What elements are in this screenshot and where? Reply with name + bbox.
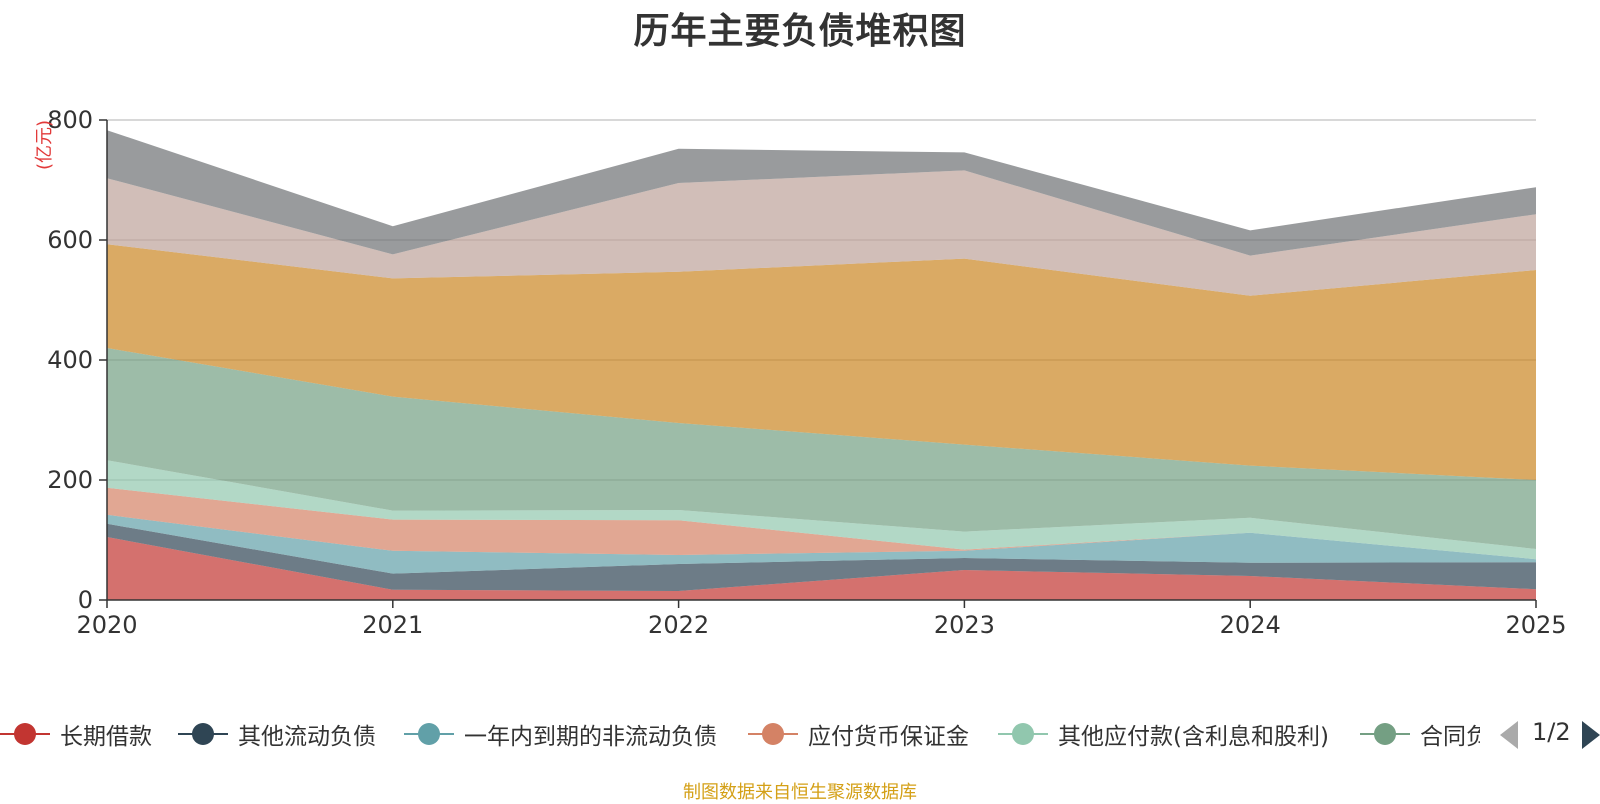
legend-marker-icon (998, 716, 1048, 752)
legend-marker-icon (404, 716, 454, 752)
area-series-7 (107, 244, 1536, 480)
area-series-9 (107, 130, 1536, 256)
legend-item[interactable]: 合同负债 (1360, 716, 1480, 752)
legend-pager: 1/2 (1500, 716, 1600, 752)
area-series-5 (107, 460, 1536, 560)
chart-title: 历年主要负债堆积图 (633, 11, 967, 52)
legend-marker-icon (178, 716, 228, 752)
legend-page-indicator: 1/2 (1532, 718, 1571, 746)
y-tick-label: 800 (47, 106, 93, 134)
legend-label: 一年内到期的非流动负债 (464, 724, 717, 750)
legend-label: 应付货币保证金 (808, 724, 969, 750)
legend-label: 合同负债 (1420, 724, 1480, 750)
legend-next-page-icon[interactable] (1582, 721, 1600, 749)
legend-prev-page-icon[interactable] (1500, 721, 1518, 749)
area-series-1 (107, 537, 1536, 600)
chart-plot: 0 200 400 600 800 2020 2021 2022 2023 2024 2025 (亿… (34, 106, 1567, 639)
legend-label: 其他流动负债 (238, 724, 376, 750)
legend-marker-icon (748, 716, 798, 752)
x-tick-label: 2021 (362, 611, 423, 639)
area-series-4 (107, 487, 1536, 560)
legend-label: 其他应付款(含利息和股利) (1058, 724, 1329, 750)
source-note: 制图数据来自恒生聚源数据库 (683, 782, 917, 803)
area-series-2 (107, 523, 1536, 591)
area-series-3 (107, 514, 1536, 574)
legend-item[interactable]: 其他流动负债 (178, 716, 376, 752)
area-layer (107, 130, 1536, 600)
area-series-8 (107, 170, 1536, 296)
y-axis-unit-label: (亿元) (34, 120, 55, 170)
x-tick-label: 2022 (648, 611, 709, 639)
legend-item[interactable]: 长期借款 (0, 716, 152, 752)
x-tick-label: 2025 (1505, 611, 1566, 639)
y-tick-label: 600 (47, 226, 93, 254)
y-tick-label: 200 (47, 466, 93, 494)
y-tick-label: 400 (47, 346, 93, 374)
legend-marker-icon (0, 716, 50, 752)
y-tick-label: 0 (78, 586, 93, 614)
legend-label: 长期借款 (60, 724, 152, 750)
x-tick-label: 2023 (934, 611, 995, 639)
area-series-6 (107, 348, 1536, 549)
legend-item[interactable]: 其他应付款(含利息和股利) (998, 716, 1329, 752)
legend: 长期借款 其他流动负债 一年内到期的非流动负债 应付货币保证金 其他应付款(含利息和股利… (0, 716, 1480, 752)
legend-marker-icon (1360, 716, 1410, 752)
legend-item[interactable]: 一年内到期的非流动负债 (404, 716, 717, 752)
x-tick-label: 2020 (76, 611, 137, 639)
axis-layer: 0 200 400 600 800 2020 2021 2022 2023 2024 2025 (47, 106, 1566, 639)
x-tick-label: 2024 (1220, 611, 1281, 639)
legend-item[interactable]: 应付货币保证金 (748, 716, 969, 752)
